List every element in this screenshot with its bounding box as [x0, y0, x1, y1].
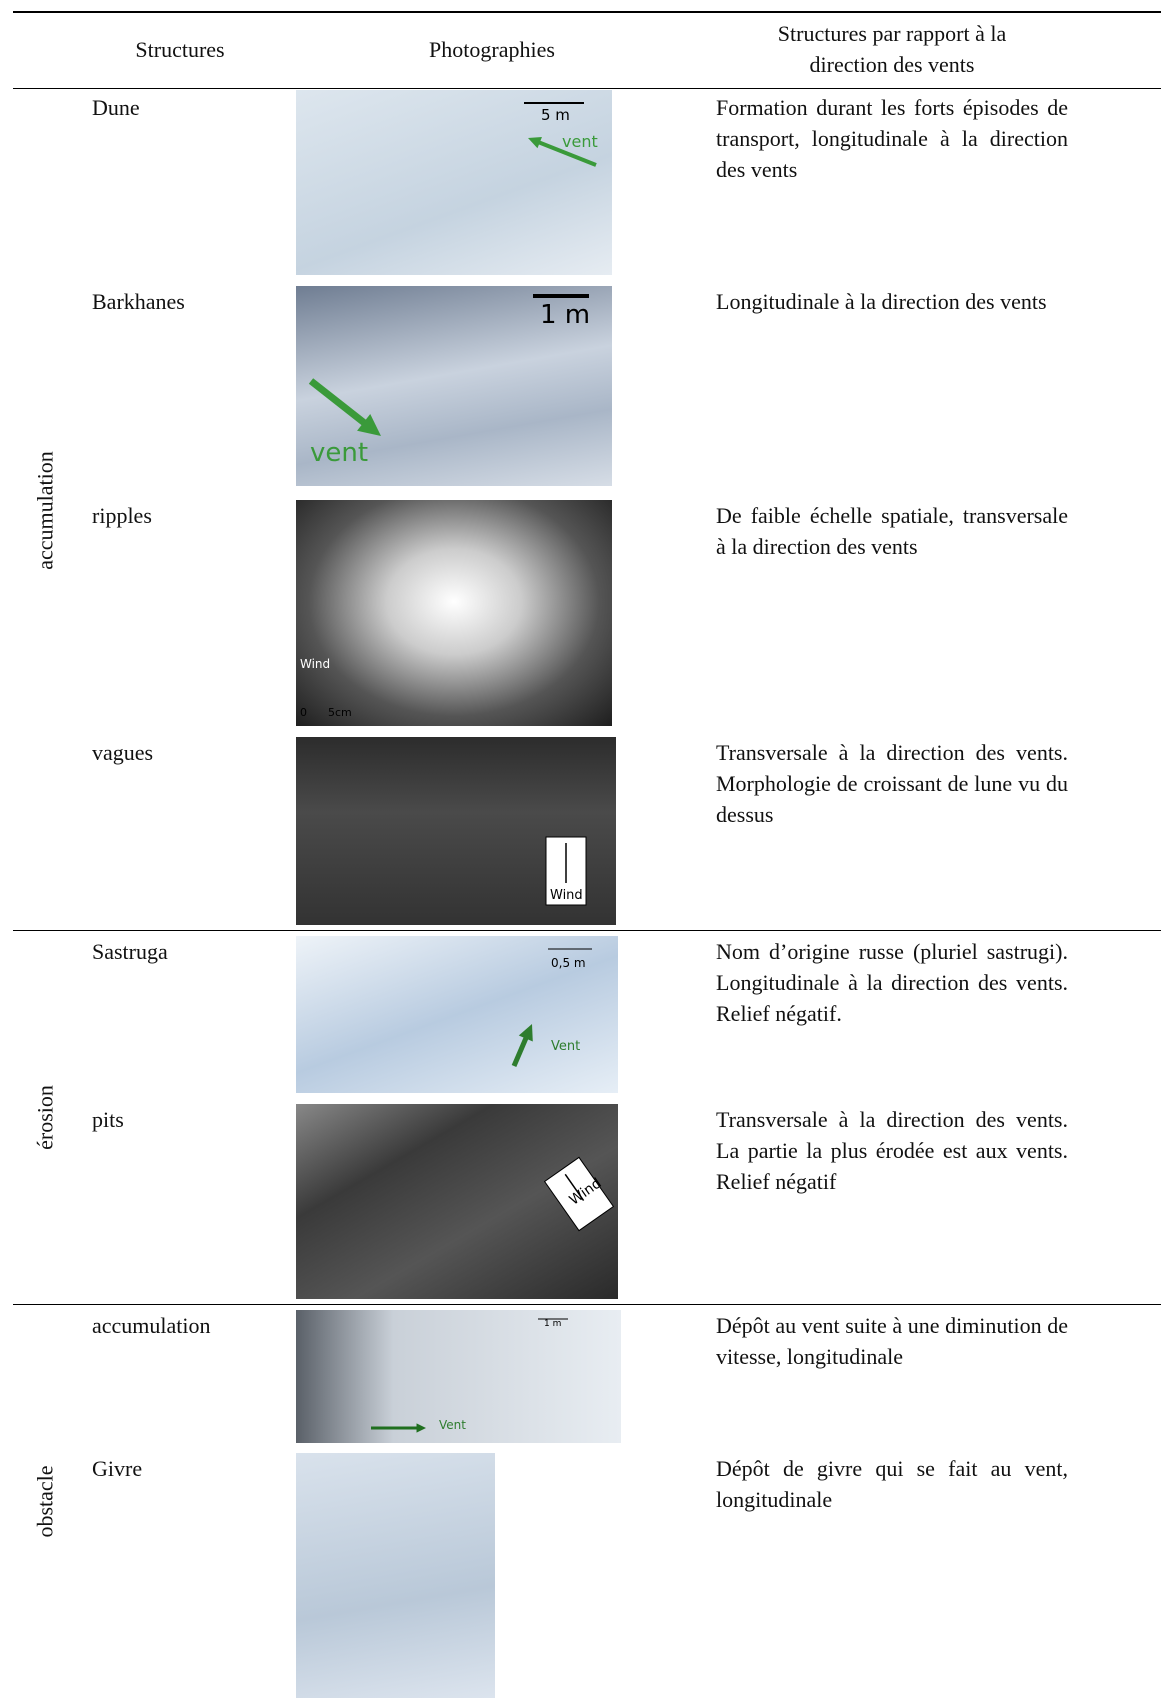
- description: Dépôt au vent suite à une diminution de …: [716, 1313, 1068, 1369]
- description: Formation durant les forts épisodes de t…: [716, 95, 1068, 182]
- photo-line: [308, 378, 368, 427]
- photo-overlay: [545, 836, 587, 906]
- photo: 1 m vent: [296, 286, 612, 486]
- structure-name: Givre: [92, 1456, 143, 1481]
- description: Longitudinale à la direction des vents: [716, 289, 1047, 314]
- photo-label: 0 5cm: [300, 706, 352, 719]
- photo-label: 1 m: [544, 1319, 562, 1329]
- photo-shape: [545, 836, 587, 906]
- photo-overlay: [308, 294, 589, 436]
- photo-overlay: [524, 102, 597, 167]
- structure-name: accumulation: [92, 1313, 211, 1338]
- group-label: obstacle: [32, 1465, 58, 1538]
- photo-overlay: [296, 500, 612, 726]
- photo-label: Vent: [551, 1039, 581, 1054]
- photo-label: Wind: [550, 888, 583, 903]
- photo-shape: [518, 1024, 533, 1042]
- photo-line: [537, 140, 597, 167]
- structure-name: vagues: [92, 740, 154, 765]
- photo-overlay: [296, 1453, 495, 1698]
- description: Transversale à la direction des vents. L…: [716, 1107, 1068, 1194]
- description: De faible échelle spatiale, transversale…: [716, 503, 1068, 559]
- structure-name: pits: [92, 1107, 124, 1132]
- header-cell: Structures par rapport à la direction de…: [777, 21, 1007, 77]
- structure-name: Barkhanes: [92, 289, 185, 314]
- photo-label: 5 m: [541, 106, 570, 124]
- header-cell: Structures: [135, 37, 225, 62]
- header-rule: [13, 88, 1161, 89]
- photo-label: Vent: [439, 1418, 466, 1432]
- photo: 5 m vent: [296, 90, 612, 275]
- photo: [296, 1453, 495, 1698]
- structure-name: ripples: [92, 503, 152, 528]
- structure-name: Sastruga: [92, 939, 168, 964]
- photo-overlay: [511, 948, 592, 1067]
- description: Dépôt de givre qui se fait au vent, long…: [716, 1456, 1068, 1512]
- description: Nom d’origine russe (pluriel sastrugi). …: [716, 939, 1068, 1026]
- group-rule: [13, 930, 1161, 931]
- photo-label: 1 m: [540, 300, 591, 330]
- photo-shape: [357, 413, 381, 436]
- photo-label: Wind: [300, 657, 331, 671]
- photo-overlay: [371, 1318, 568, 1433]
- photo-shape: [416, 1423, 426, 1433]
- group-label: accumulation: [32, 451, 58, 570]
- photo-shape: [528, 136, 542, 149]
- photo: 0,5 m Vent: [296, 936, 618, 1093]
- photo: Wind: [296, 1104, 618, 1299]
- photo-label: vent: [310, 438, 369, 468]
- group-rule: [13, 1304, 1161, 1305]
- structure-name: Dune: [92, 95, 140, 120]
- photo-shape: [543, 1156, 615, 1232]
- photo-line: [564, 1173, 585, 1201]
- group-label: érosion: [32, 1085, 58, 1150]
- photo: Wind: [296, 737, 616, 925]
- photo: Wind 0 5cm: [296, 500, 612, 726]
- photo-label: 0,5 m: [551, 956, 586, 970]
- photo-label: vent: [562, 132, 598, 151]
- description: Transversale à la direction des vents. M…: [716, 740, 1068, 827]
- photo-overlay: [543, 1156, 615, 1232]
- header-cell: Photographies: [429, 37, 555, 62]
- photo-line: [511, 1035, 529, 1067]
- top-rule: [13, 11, 1161, 13]
- photo: 1 m Vent: [296, 1310, 621, 1443]
